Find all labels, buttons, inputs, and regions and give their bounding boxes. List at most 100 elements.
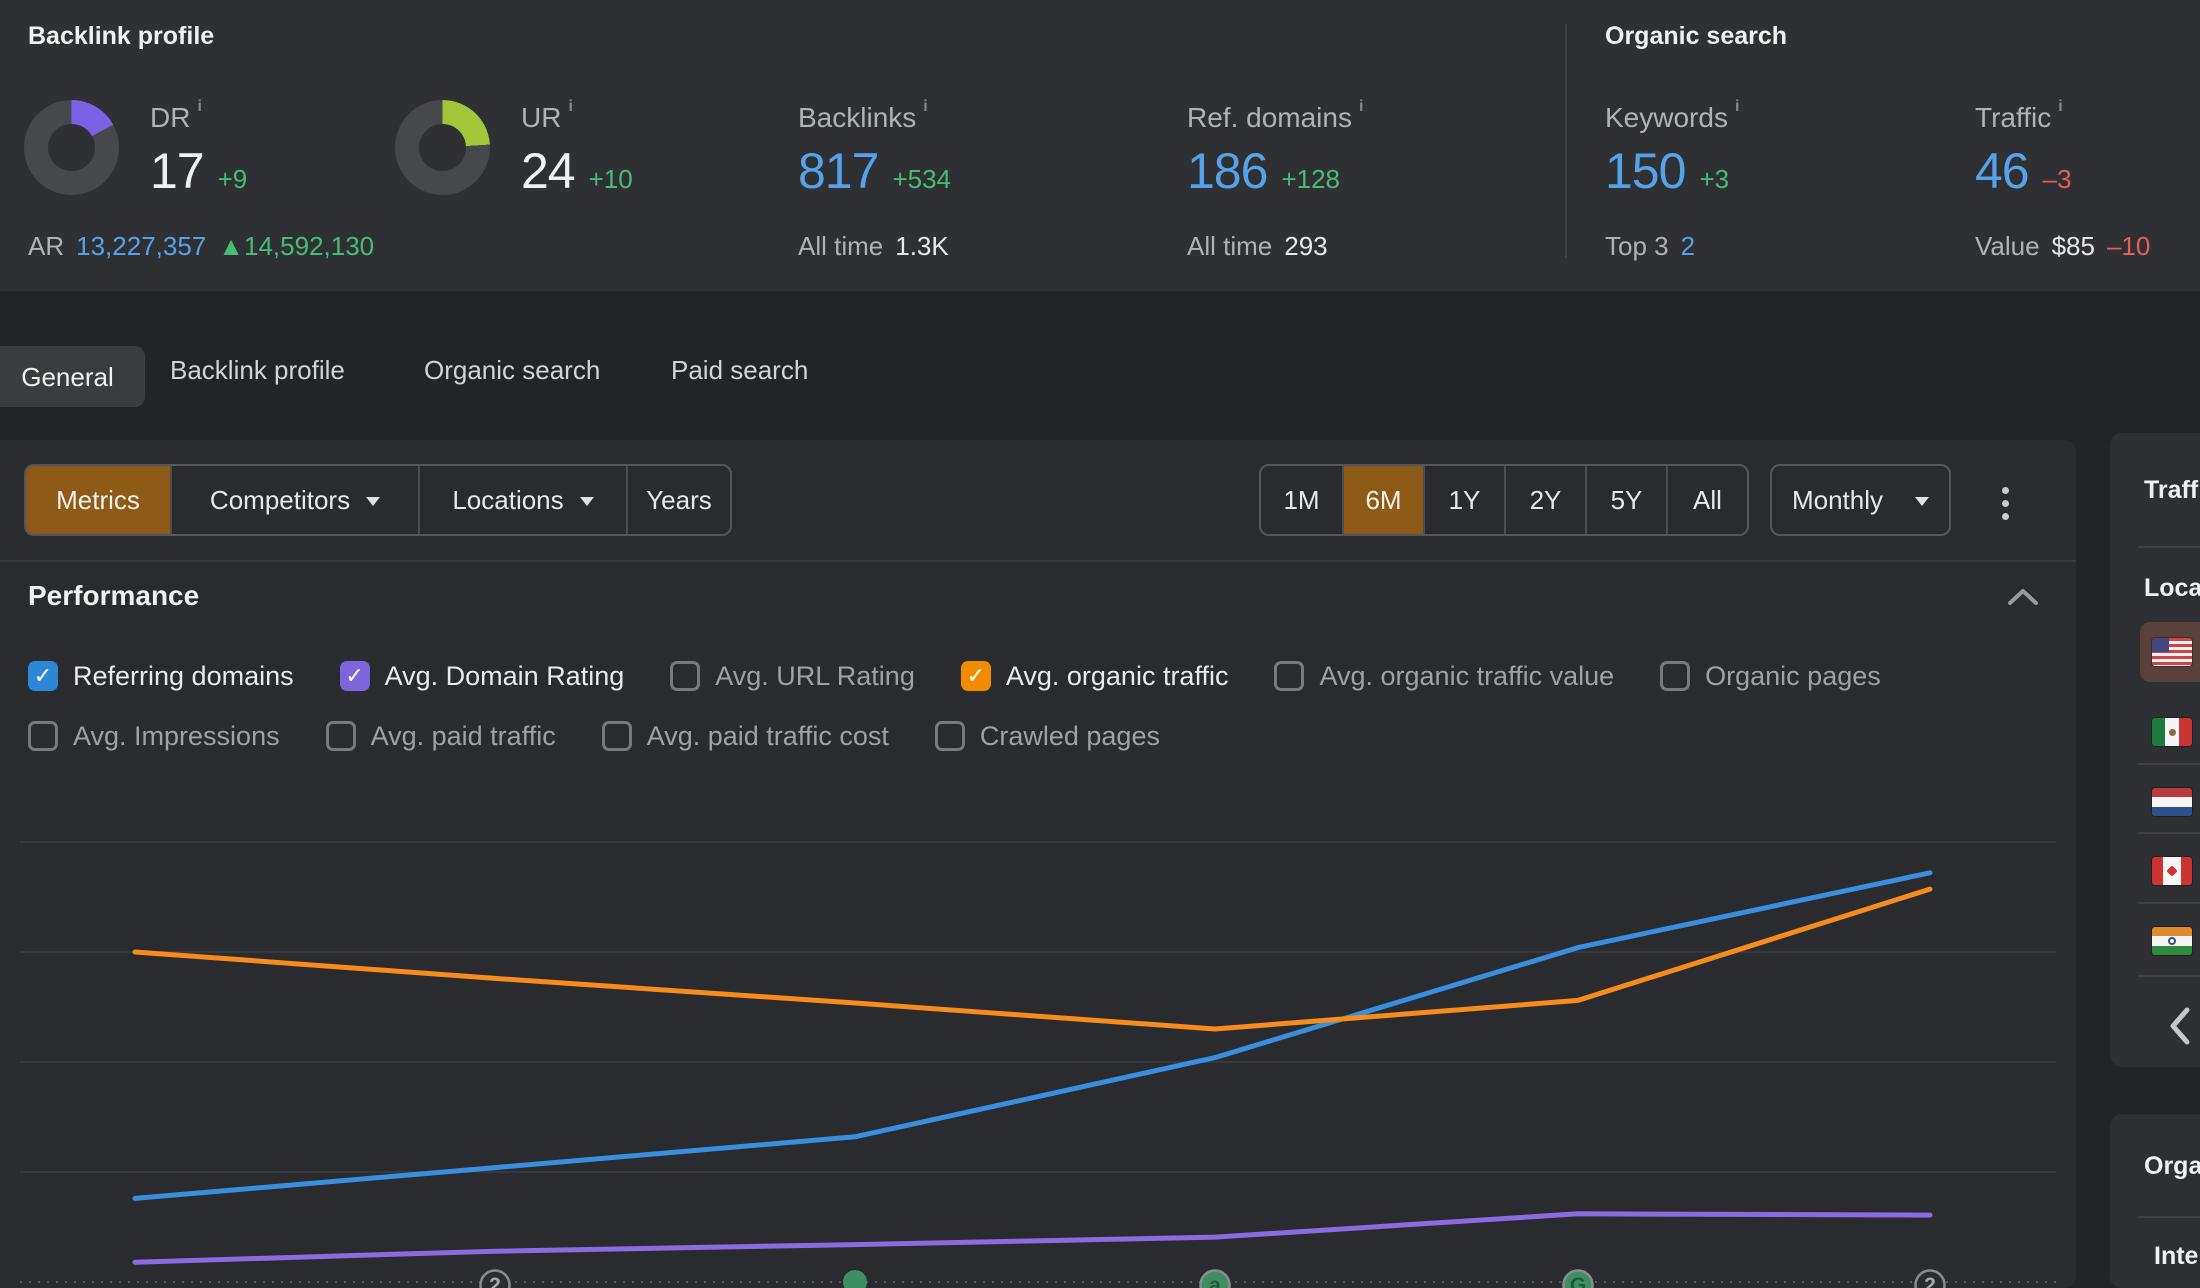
organic-side-panel: Orga Inte xyxy=(2110,1114,2200,1288)
date-range-group: 1M 6M 1Y 2Y 5Y All xyxy=(1259,464,1749,536)
1m-label: 1M xyxy=(1283,484,1320,515)
checkbox-label: Avg. organic traffic value xyxy=(1319,660,1615,691)
checked-checkbox-icon: ✓ xyxy=(960,661,991,691)
competitors-button[interactable]: Competitors xyxy=(170,466,418,534)
location-row-us[interactable] xyxy=(2140,622,2200,682)
event-marker-g[interactable]: G xyxy=(1562,1269,1594,1288)
info-icon[interactable]: i xyxy=(197,98,202,115)
location-row-netherlands[interactable] xyxy=(2140,772,2200,832)
tab-backlink-profile[interactable]: Backlink profile xyxy=(170,355,345,385)
6m-button[interactable]: 6M xyxy=(1342,466,1423,534)
checkbox-avg-organic-traffic-value[interactable]: Avg. organic traffic value xyxy=(1274,661,1614,691)
ur-donut-chart xyxy=(395,100,490,195)
info-icon[interactable]: i xyxy=(1734,98,1740,115)
traffic-delta: –3 xyxy=(2042,164,2072,194)
location-row-india[interactable] xyxy=(2140,911,2200,971)
unchecked-checkbox-icon xyxy=(1274,661,1305,691)
dr-stat: DR i 17 +9 xyxy=(150,99,248,197)
unchecked-checkbox-icon xyxy=(325,721,356,751)
sidebar-divider xyxy=(2138,1216,2200,1218)
intent-item[interactable]: Inte xyxy=(2154,1242,2199,1270)
filter-button-group: Metrics Competitors Locations Years xyxy=(24,464,732,536)
checkbox-referring-domains[interactable]: ✓ Referring domains xyxy=(28,661,294,691)
keywords-value[interactable]: 150 xyxy=(1605,143,1686,199)
event-marker-a[interactable]: a xyxy=(1199,1269,1231,1288)
tab-organic-search[interactable]: Organic search xyxy=(424,355,601,385)
checkbox-avg-paid-traffic[interactable]: Avg. paid traffic xyxy=(325,720,556,751)
toolbar-divider xyxy=(0,560,2076,562)
ar-value[interactable]: 13,227,357 xyxy=(76,231,207,261)
top3-label: Top 3 xyxy=(1605,231,1669,261)
years-label: Years xyxy=(646,484,712,515)
kebab-menu-icon[interactable] xyxy=(2002,487,2009,520)
performance-line-chart: 2 a G 2 xyxy=(20,841,2056,1288)
granularity-dropdown[interactable]: Monthly xyxy=(1770,464,1951,536)
event-marker-2[interactable]: 2 xyxy=(479,1269,511,1288)
backlinks-delta: +534 xyxy=(892,164,952,194)
unchecked-checkbox-icon xyxy=(934,721,965,751)
checkbox-crawled-pages[interactable]: Crawled pages xyxy=(934,720,1160,751)
checkbox-avg-url-rating[interactable]: Avg. URL Rating xyxy=(670,661,915,691)
sidebar-divider xyxy=(2138,902,2200,904)
keywords-stat: Keywords i 150 +3 xyxy=(1605,99,1739,199)
checkbox-avg-impressions[interactable]: Avg. Impressions xyxy=(28,721,280,751)
checkbox-avg-organic-traffic[interactable]: ✓ Avg. organic traffic xyxy=(960,661,1228,691)
backlinks-value[interactable]: 817 xyxy=(798,143,879,199)
info-icon[interactable]: i xyxy=(1358,98,1364,115)
collapse-chevron-icon[interactable] xyxy=(2006,586,2040,608)
main-panel: Metrics Competitors Locations Years 1M 6M 1Y 2… xyxy=(0,440,2076,1288)
1y-label: 1Y xyxy=(1448,484,1481,515)
checkbox-label: Avg. Domain Rating xyxy=(384,660,625,691)
traffic-value[interactable]: 46 xyxy=(1975,143,2030,199)
1m-button[interactable]: 1M xyxy=(1261,466,1342,534)
keywords-top3-row: Top 3 2 xyxy=(1605,231,1696,262)
locations-heading: Loca xyxy=(2144,574,2200,602)
traffic-label: Traffic xyxy=(1975,102,2052,133)
1y-button[interactable]: 1Y xyxy=(1423,466,1504,534)
traffic-panel-title: Traff xyxy=(2144,476,2199,504)
line-avg-organic-traffic xyxy=(132,886,1933,1032)
metric-checkbox-row-2: Avg. Impressions Avg. paid traffic Avg. pa… xyxy=(28,721,1160,751)
donut-hole xyxy=(48,124,95,171)
info-icon[interactable]: i xyxy=(568,98,573,115)
checkbox-organic-pages[interactable]: Organic pages xyxy=(1660,661,1881,691)
checkbox-avg-domain-rating[interactable]: ✓ Avg. Domain Rating xyxy=(339,660,625,691)
ref-domains-value[interactable]: 186 xyxy=(1187,143,1268,199)
checkbox-label: Referring domains xyxy=(73,660,294,691)
performance-chart: 2 a G 2 xyxy=(20,780,2056,1288)
5y-button[interactable]: 5Y xyxy=(1585,466,1666,534)
locations-button[interactable]: Locations xyxy=(418,466,626,534)
checkbox-avg-paid-traffic-cost[interactable]: Avg. paid traffic cost xyxy=(601,720,889,751)
traffic-side-panel: Traff Loca xyxy=(2110,433,2200,1067)
metrics-button[interactable]: Metrics xyxy=(26,466,170,534)
all-button[interactable]: All xyxy=(1666,466,1747,534)
years-button[interactable]: Years xyxy=(626,466,730,534)
svg-text:G: G xyxy=(1570,1274,1586,1288)
checkbox-label: Crawled pages xyxy=(979,720,1160,751)
unchecked-checkbox-icon xyxy=(670,661,701,691)
stats-header: Backlink profile Organic search DR i 17 +9… xyxy=(0,0,2200,291)
dr-donut-chart xyxy=(24,100,119,195)
event-marker-2[interactable]: 2 xyxy=(1914,1269,1946,1288)
location-row-canada[interactable] xyxy=(2140,841,2200,901)
chevron-down-icon xyxy=(1915,497,1930,513)
checkbox-label: Avg. paid traffic cost xyxy=(646,720,889,751)
tab-general[interactable]: General xyxy=(0,346,145,407)
ar-label: AR xyxy=(28,231,65,261)
event-marker-dot[interactable] xyxy=(843,1270,867,1288)
location-row-mexico[interactable] xyxy=(2140,702,2200,762)
top3-value[interactable]: 2 xyxy=(1680,231,1696,261)
backlinks-label: Backlinks xyxy=(798,102,917,133)
2y-button[interactable]: 2Y xyxy=(1504,466,1585,534)
svg-text:a: a xyxy=(1209,1274,1221,1288)
info-icon[interactable]: i xyxy=(923,98,928,115)
collapse-panel-icon[interactable] xyxy=(2168,1005,2192,1047)
tab-paid-search[interactable]: Paid search xyxy=(671,355,809,385)
india-flag-icon xyxy=(2152,927,2192,955)
info-icon[interactable]: i xyxy=(2058,98,2063,115)
dr-delta: +9 xyxy=(217,164,248,194)
alltime-label: All time xyxy=(798,231,884,261)
header-section-divider xyxy=(1565,24,1567,258)
checkbox-label: Avg. paid traffic xyxy=(370,720,556,751)
